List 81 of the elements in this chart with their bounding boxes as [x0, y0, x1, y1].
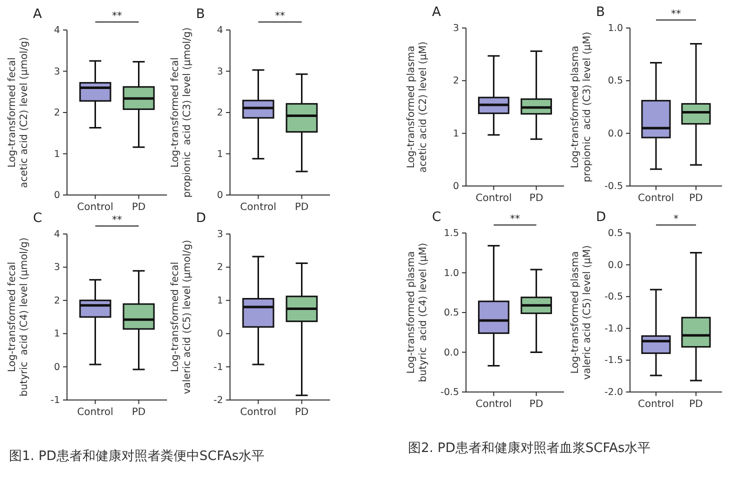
y-tick-label: 0.0 [608, 260, 623, 271]
y-tick-label: -1 [50, 395, 60, 406]
text: ** [275, 11, 285, 22]
caption: 图2. PD患者和健康对照者血浆SCFAs水平 [408, 441, 651, 456]
y-tick-label: 1 [54, 328, 60, 340]
y-tick-label: 0.5 [444, 308, 459, 319]
y-tick-label: 3 [216, 66, 223, 78]
y-axis-title: Log-transformed plasma propionic acid (C3) level (μM) [570, 32, 593, 182]
y-tick-label: 3 [452, 23, 459, 34]
y-axis-title: Log-transformed fecal butyric acid (C4) level (μmol/g) [7, 237, 30, 397]
x-tick-label: PD [294, 202, 309, 213]
y-tick-label: 1.0 [444, 268, 459, 279]
chart-title: A [432, 5, 441, 20]
y-tick-label: -1.5 [604, 355, 623, 366]
y-tick-label: 0.5 [608, 76, 623, 87]
x-tick-label: PD [132, 202, 146, 213]
y-axis-title: Log-transformed fecal propionic acid (C3) level (μmol/g) [170, 27, 193, 198]
x-tick-label: PD [689, 193, 704, 204]
x-tick-label: Control [77, 202, 114, 213]
y-tick-label: 2 [452, 76, 459, 87]
y-tick-label: 1.0 [608, 23, 623, 34]
y-tick-label: 1 [54, 148, 60, 160]
x-tick-label: Control [240, 407, 276, 418]
x-tick-label: PD [132, 407, 146, 418]
text: * [674, 214, 678, 225]
y-tick-label: 3 [54, 66, 60, 78]
y-tick-label: 4 [54, 25, 60, 36]
y-tick-label: 1.5 [444, 228, 459, 240]
x-tick-label: PD [529, 193, 544, 204]
caption: 图1. PD患者和健康对照者粪便中SCFAs水平 [9, 449, 265, 464]
x-tick-label: Control [476, 399, 512, 410]
y-tick-label: -1.0 [604, 323, 623, 334]
x-tick-label: Control [638, 399, 674, 410]
y-tick-label: -2 [214, 395, 223, 406]
y-tick-label: 0 [54, 190, 60, 202]
y-tick-label: 2 [216, 108, 223, 119]
chart-title: C [33, 211, 42, 226]
chart-title: D [596, 210, 606, 225]
x-tick-label: Control [476, 193, 512, 204]
x-tick-label: PD [529, 399, 544, 410]
y-tick-label: 4 [216, 25, 223, 36]
y-tick-label: 2 [54, 295, 60, 306]
text: ** [510, 214, 520, 225]
y-tick-label: 1 [452, 128, 459, 140]
text: ** [112, 11, 122, 22]
y-tick-label: 0 [452, 181, 459, 192]
chart-title: B [596, 5, 605, 20]
y-tick-label: 0.5 [608, 228, 623, 240]
chart-title: D [196, 211, 206, 226]
x-tick-label: PD [294, 407, 309, 418]
y-tick-label: 2 [54, 108, 60, 119]
x-tick-label: Control [638, 193, 674, 204]
y-axis-title: Log-transformed plasma valeric acid (C5) level (μM) [570, 245, 593, 380]
y-axis-title: Log-transformed fecal valeric acid (C5) level (μmol/g) [170, 240, 193, 394]
chart-title: B [196, 7, 205, 22]
y-tick-label: 1 [216, 295, 223, 306]
y-tick-label: -0.5 [440, 387, 459, 398]
y-tick-label: -2.0 [604, 387, 623, 398]
x-tick-label: Control [240, 202, 276, 213]
x-tick-label: PD [689, 399, 704, 410]
y-tick-label: 2 [216, 262, 223, 274]
y-tick-label: -1 [214, 362, 223, 373]
y-tick-label: 3 [216, 229, 223, 240]
y-tick-label: 0.0 [608, 128, 623, 140]
chart-title: A [33, 7, 42, 22]
y-tick-label: -0.5 [604, 292, 623, 303]
y-tick-label: 3 [54, 262, 60, 274]
y-axis-title: Log-transformed plasma acetic acid (C2) level (μM) [406, 41, 429, 173]
y-tick-label: -0.5 [604, 181, 623, 192]
text: ** [112, 215, 122, 226]
y-tick-label: 0 [216, 328, 223, 340]
y-tick-label: 0 [54, 362, 60, 373]
y-tick-label: 4 [54, 229, 60, 240]
y-tick-label: 1 [216, 148, 223, 160]
x-tick-label: Control [77, 407, 114, 418]
y-tick-label: 0 [216, 190, 223, 202]
y-tick-label: 0.0 [444, 347, 459, 358]
y-axis-title: Log-transformed fecal acetic acid (C2) level (μmol/g) [7, 36, 30, 188]
chart-title: C [432, 210, 442, 225]
y-axis-title: Log-transformed plasma butyric acid (C4) level (μM) [406, 242, 429, 382]
text: ** [671, 9, 681, 20]
